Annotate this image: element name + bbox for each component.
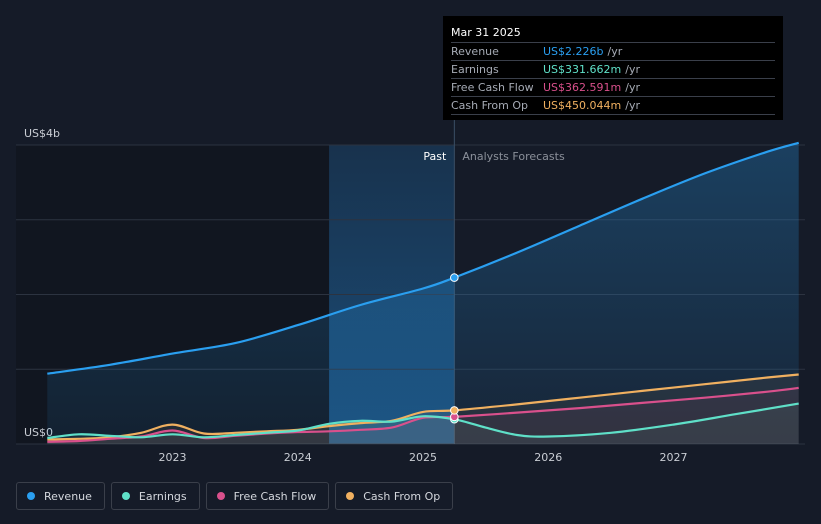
x-tick-label: 2024 xyxy=(284,451,312,464)
tooltip-label: Cash From Op xyxy=(451,99,529,112)
y-tick-label: US$0 xyxy=(24,426,53,439)
chart-area: Past Analysts Forecasts US$4b US$0 2023 2024 2… xyxy=(16,18,805,464)
series-line-earnings xyxy=(47,402,799,440)
legend-item-free-cash-flow[interactable]: Free Cash Flow xyxy=(205,482,330,510)
legend-dot-icon xyxy=(346,492,355,500)
tooltip-value: US$450.044m xyxy=(543,99,622,112)
legend-label: Cash From Op xyxy=(363,489,441,503)
tooltip-row-revenue: Revenue US$2.226b /yr xyxy=(451,43,775,61)
legend: Revenue Earnings Free Cash Flow Cash Fro… xyxy=(16,482,454,512)
x-tick-label: 2023 xyxy=(159,451,187,464)
series-area-free-cash-flow xyxy=(47,387,799,444)
series-line-revenue xyxy=(47,141,800,375)
tooltip-label: Earnings xyxy=(451,63,499,76)
tooltip-row-earnings: Earnings US$331.662m /yr xyxy=(451,61,775,79)
x-tick-label: 2026 xyxy=(534,451,562,464)
past-label: Past xyxy=(423,150,447,163)
tooltip-value: US$331.662m xyxy=(543,63,622,76)
tooltip-row-cash-from-op: Cash From Op US$450.044m /yr xyxy=(451,97,775,115)
legend-item-cash-from-op[interactable]: Cash From Op xyxy=(335,482,454,510)
tooltip: Mar 31 2025 Revenue US$2.226b /yr Earnin… xyxy=(443,16,783,120)
legend-dot-icon xyxy=(216,492,225,500)
tooltip-label: Revenue xyxy=(451,45,499,58)
tooltip-unit: /yr xyxy=(625,63,640,76)
tooltip-unit: /yr xyxy=(625,81,640,94)
legend-item-revenue[interactable]: Revenue xyxy=(16,482,105,510)
tooltip-value: US$362.591m xyxy=(543,81,622,94)
tooltip-value: US$2.226b xyxy=(543,45,604,58)
legend-dot-icon xyxy=(121,492,130,500)
tooltip-unit: /yr xyxy=(625,99,640,112)
tooltip-label: Free Cash Flow xyxy=(451,81,534,94)
legend-label: Revenue xyxy=(44,489,92,503)
forecast-label: Analysts Forecasts xyxy=(462,150,565,163)
y-tick-label: US$4b xyxy=(24,127,60,140)
tooltip-row-free-cash-flow: Free Cash Flow US$362.591m /yr xyxy=(451,79,775,97)
tooltip-unit: /yr xyxy=(607,45,623,58)
legend-dot-icon xyxy=(27,492,35,500)
x-tick-label: 2027 xyxy=(660,451,688,464)
series-area-cash-from-op xyxy=(47,374,799,444)
legend-item-earnings[interactable]: Earnings xyxy=(110,482,200,510)
marker-revenue xyxy=(450,273,459,282)
x-tick-label: 2025 xyxy=(409,451,437,464)
series-line-cash-from-op xyxy=(47,373,799,441)
marker-cash-from-op xyxy=(450,406,459,415)
legend-label: Earnings xyxy=(138,489,187,503)
series-area-revenue xyxy=(47,142,799,445)
legend-label: Free Cash Flow xyxy=(233,489,317,503)
tooltip-date: Mar 31 2025 xyxy=(451,24,775,43)
